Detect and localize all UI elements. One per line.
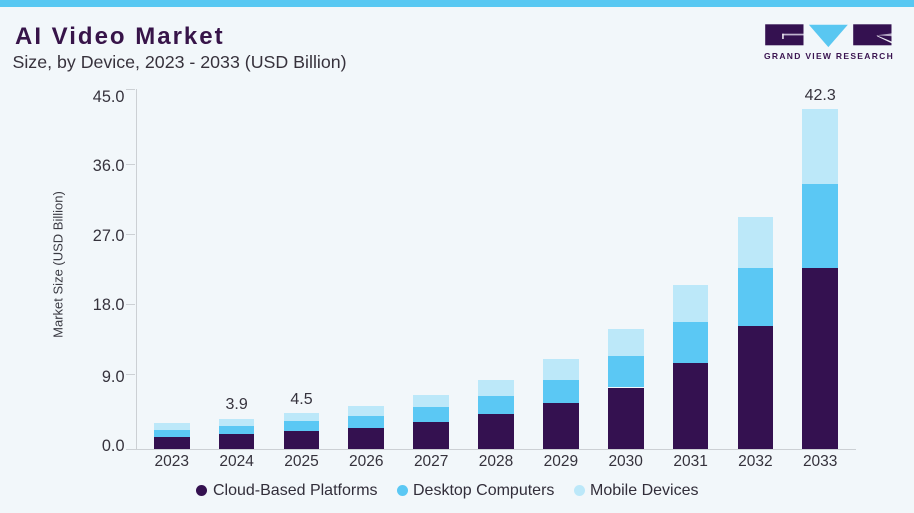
svg-text:GRAND VIEW RESEARCH: GRAND VIEW RESEARCH xyxy=(764,51,894,61)
